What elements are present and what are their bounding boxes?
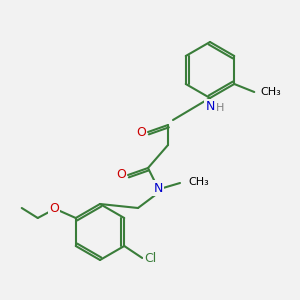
Text: H: H xyxy=(216,103,224,113)
Text: CH₃: CH₃ xyxy=(260,87,281,97)
Text: CH₃: CH₃ xyxy=(188,177,209,187)
Text: O: O xyxy=(136,125,146,139)
Text: O: O xyxy=(116,169,126,182)
Text: N: N xyxy=(153,182,163,194)
Text: N: N xyxy=(205,100,215,113)
Text: Cl: Cl xyxy=(144,251,156,265)
Text: O: O xyxy=(49,202,59,214)
